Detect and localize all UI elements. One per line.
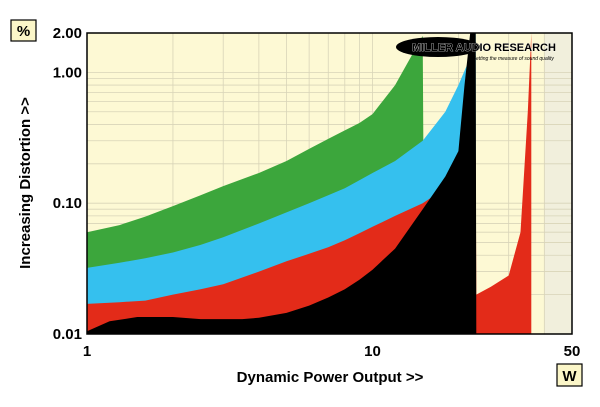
x-unit-box-frame xyxy=(556,363,583,387)
x-tick-labels: 1 10 50 xyxy=(83,343,581,360)
x-tick-label: 1 xyxy=(83,343,91,360)
x-tick-label: 50 xyxy=(564,343,581,360)
logo-tagline: Getting the measure of sound quality xyxy=(472,56,554,62)
y-tick-label: 1.00 xyxy=(53,64,82,81)
series-layer xyxy=(87,33,532,334)
x-unit-label: W xyxy=(562,368,577,385)
plot-frame xyxy=(86,32,573,335)
x-axis-label: Dynamic Power Output >> xyxy=(237,369,424,386)
y-tick-label: 0.10 xyxy=(53,195,82,212)
y-unit-label: % xyxy=(17,23,30,40)
y-tick-labels: 0.01 0.10 1.00 2.00 xyxy=(53,25,82,343)
logo-ellipse xyxy=(396,37,480,57)
x-tick-label: 10 xyxy=(364,343,381,360)
logo-text: MILLER AUDIO RESEARCH xyxy=(412,42,556,54)
y-tick-label: 0.01 xyxy=(53,326,82,343)
series-black-area xyxy=(87,33,477,334)
x-unit-box: W xyxy=(556,363,583,387)
y-axis-label: Increasing Distortion >> xyxy=(17,97,34,269)
y-unit-box-frame xyxy=(10,19,37,42)
y-unit-box: % xyxy=(10,19,37,42)
logo: MILLER AUDIO RESEARCH Getting the measur… xyxy=(396,37,556,62)
y-tick-label: 2.00 xyxy=(53,25,82,42)
out-of-range-band xyxy=(544,33,572,334)
